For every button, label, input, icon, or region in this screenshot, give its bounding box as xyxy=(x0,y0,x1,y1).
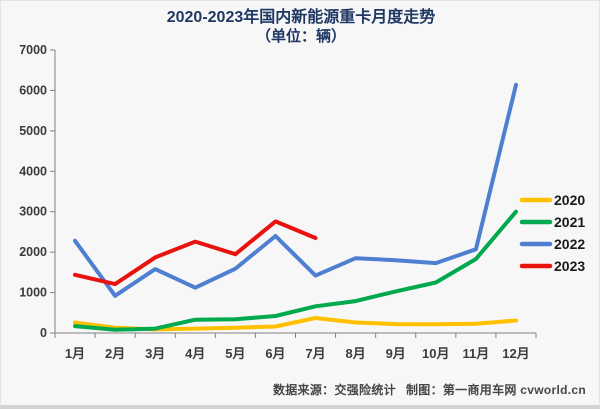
y-axis-tick-label: 0 xyxy=(40,326,47,340)
x-axis-tick-label: 5月 xyxy=(225,346,245,361)
y-axis-tick-label: 1000 xyxy=(19,286,47,300)
x-axis-tick-label: 3月 xyxy=(145,346,165,361)
x-axis-tick-label: 8月 xyxy=(346,346,366,361)
x-axis-tick-label: 2月 xyxy=(105,346,125,361)
x-axis-tick-label: 9月 xyxy=(386,346,406,361)
chart-footer: 数据来源：交强险统计 制图：第一商用车网 cvworld.cn xyxy=(263,381,586,398)
x-axis-tick-label: 7月 xyxy=(305,346,325,361)
series-line-2022 xyxy=(73,82,518,298)
legend-label-2020: 2020 xyxy=(554,192,585,208)
legend-label-2021: 2021 xyxy=(554,214,585,230)
y-axis-tick-label: 2000 xyxy=(19,245,47,259)
y-axis-tick-label: 5000 xyxy=(19,124,47,138)
y-axis-tick-label: 7000 xyxy=(19,43,47,57)
x-axis-tick-label: 4月 xyxy=(185,346,205,361)
series-line-2021 xyxy=(73,209,518,332)
x-axis-tick-label: 10月 xyxy=(422,346,449,361)
x-axis-tick-label: 12月 xyxy=(502,346,529,361)
legend-label-2023: 2023 xyxy=(554,258,585,274)
y-axis-tick-label: 4000 xyxy=(19,164,47,178)
x-axis-tick-label: 6月 xyxy=(265,346,285,361)
y-axis-tick-label: 3000 xyxy=(19,205,47,219)
series-line-2023 xyxy=(73,219,318,287)
x-axis-tick-label: 1月 xyxy=(65,346,85,361)
chart-credit-label: 制图：第一商用车网 cvworld.cn xyxy=(405,383,586,397)
y-axis-tick-label: 6000 xyxy=(19,83,47,97)
x-axis-tick-label: 11月 xyxy=(463,346,490,361)
data-source-label: 数据来源：交强险统计 xyxy=(272,383,396,397)
legend-label-2022: 2022 xyxy=(554,236,585,252)
